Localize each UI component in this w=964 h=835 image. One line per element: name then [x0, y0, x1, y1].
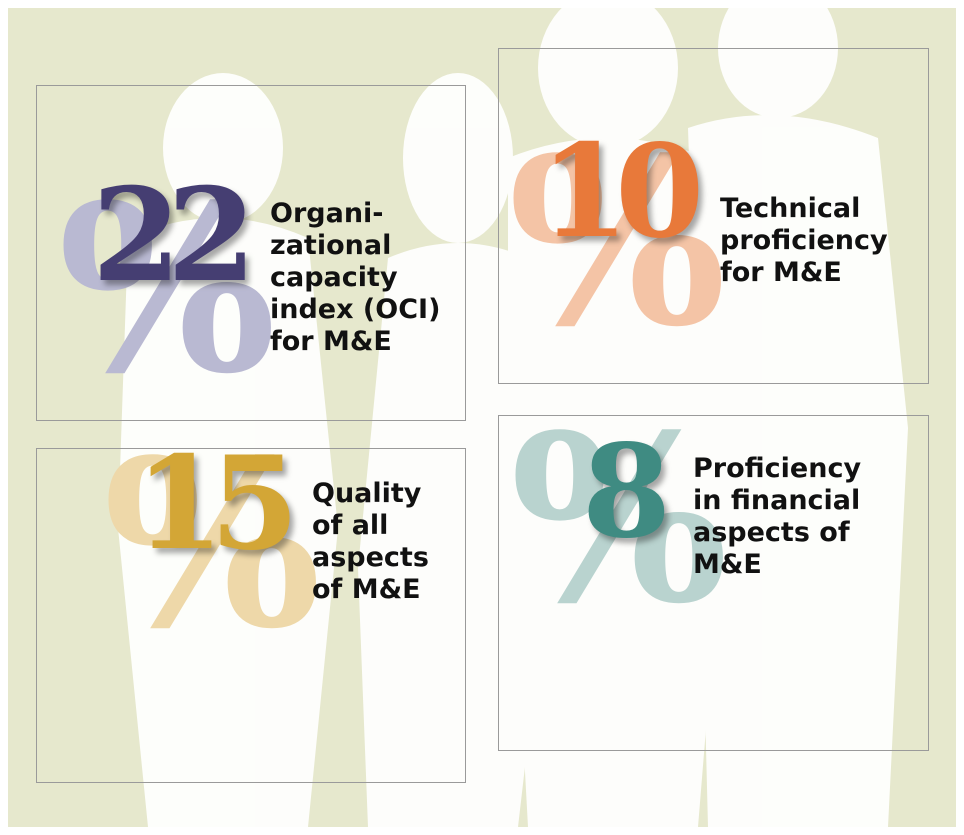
label-line: index (OCI): [270, 294, 440, 326]
label-line: M&E: [693, 549, 861, 581]
label-line: Quality: [312, 478, 429, 510]
label-line: aspects of: [693, 517, 861, 549]
label-line: for M&E: [270, 326, 440, 358]
label-line: Organi-: [270, 198, 440, 230]
label-line: of M&E: [312, 574, 429, 606]
page: %22Organi-zationalcapacityindex (OCI)for…: [0, 0, 964, 835]
stat-value: 8: [582, 428, 657, 556]
label-line: aspects: [312, 542, 429, 574]
label-line: Technical: [720, 193, 888, 225]
label-line: for M&E: [720, 257, 888, 289]
stat-value: 10: [540, 128, 690, 256]
stat-value: 22: [92, 172, 242, 300]
label-line: proficiency: [720, 225, 888, 257]
label-line: zational: [270, 230, 440, 262]
stat-value: 15: [135, 440, 285, 568]
label-line: in financial: [693, 485, 861, 517]
label-line: capacity: [270, 262, 440, 294]
label-line: Proficiency: [693, 453, 861, 485]
label-line: of all: [312, 510, 429, 542]
